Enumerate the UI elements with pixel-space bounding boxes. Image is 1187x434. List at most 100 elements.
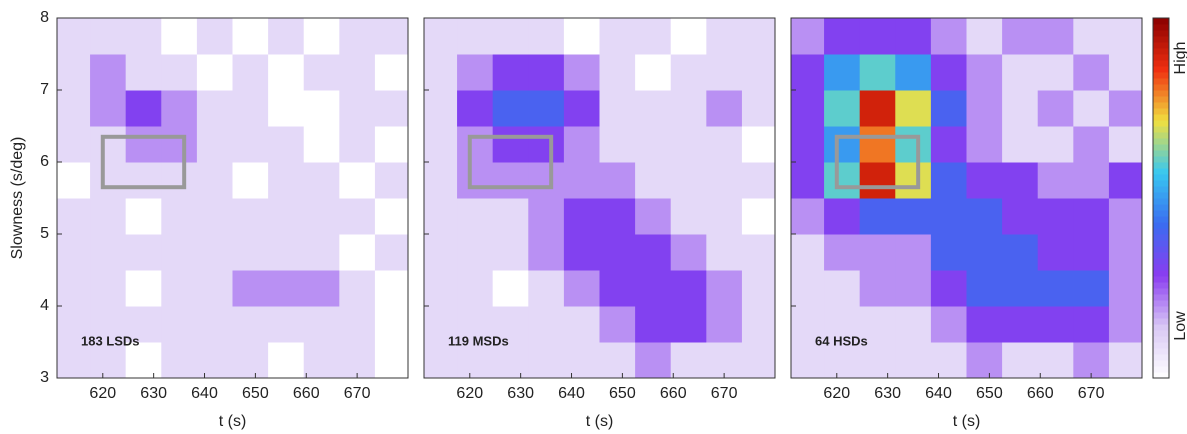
y-tick-label: 4	[40, 297, 49, 314]
heatmap-cell	[374, 54, 408, 91]
heatmap-cell	[563, 54, 600, 91]
heatmap-cell	[706, 126, 743, 163]
colorbar-swatch	[1153, 240, 1169, 247]
heatmap-cell	[57, 342, 91, 378]
heatmap-cell	[1073, 90, 1110, 127]
heatmap-cell	[528, 54, 565, 91]
heatmap-cell	[161, 54, 198, 91]
heatmap-cell	[966, 270, 1003, 307]
heatmap-cell	[492, 234, 529, 271]
heatmap-cell	[492, 18, 529, 55]
heatmap-cell	[1002, 198, 1039, 235]
heatmap-cell	[125, 270, 162, 307]
x-axis-label: t (s)	[586, 413, 614, 430]
heatmap-cell	[90, 270, 127, 307]
heatmap-cell	[966, 126, 1003, 163]
heatmap-cell	[161, 18, 198, 55]
colorbar-swatch	[1153, 258, 1169, 265]
heatmap-cell	[563, 198, 600, 235]
heatmap-cell	[90, 18, 127, 55]
heatmap-cell	[196, 126, 233, 163]
heatmap-cell	[457, 198, 494, 235]
heatmap-cell	[374, 270, 408, 307]
heatmap-cell	[791, 198, 825, 235]
colorbar-swatch	[1153, 330, 1169, 337]
heatmap-cell	[57, 162, 91, 199]
heatmap-cell	[930, 342, 967, 378]
heatmap-cell	[670, 162, 707, 199]
heatmap-cell	[895, 234, 932, 271]
heatmap-cell	[161, 90, 198, 127]
highlight-box	[467, 134, 554, 190]
heatmap-cell	[268, 18, 305, 55]
colorbar-swatch	[1153, 78, 1169, 85]
colorbar-swatch	[1153, 96, 1169, 103]
heatmap-cell	[930, 18, 967, 55]
heatmap-cell	[161, 342, 198, 378]
heatmap-cell	[196, 234, 233, 271]
heatmap-cell	[859, 54, 896, 91]
heatmap-cell	[374, 198, 408, 235]
x-tick-label: 620	[89, 385, 116, 402]
heatmap-cell	[1037, 198, 1074, 235]
heatmap-cell	[563, 162, 600, 199]
heatmap-cell	[232, 18, 269, 55]
heatmap-cell	[670, 306, 707, 343]
heatmap-cell	[895, 54, 932, 91]
heatmap-cell	[339, 126, 376, 163]
colorbar-high: High	[1172, 42, 1187, 75]
y-tick-label: 8	[40, 9, 49, 26]
heatmap-cell	[930, 234, 967, 271]
heatmap-cell	[599, 126, 636, 163]
heatmap-cell	[824, 198, 861, 235]
heatmap-cell	[303, 270, 340, 307]
heatmap-cell	[57, 270, 91, 307]
heatmap-cell	[966, 306, 1003, 343]
heatmap-cell	[457, 342, 494, 378]
heatmap-cell	[125, 18, 162, 55]
heatmap-cell	[930, 162, 967, 199]
heatmap-cell	[563, 18, 600, 55]
x-tick-label: 670	[711, 385, 738, 402]
heatmap-cell	[895, 270, 932, 307]
colorbar-swatch	[1153, 36, 1169, 43]
heatmap-cells	[424, 18, 775, 378]
heatmap-cell	[1108, 162, 1142, 199]
heatmap-cell	[492, 126, 529, 163]
heatmap-cell	[599, 54, 636, 91]
heatmap-cell	[90, 162, 127, 199]
heatmap-cell	[161, 270, 198, 307]
heatmap-cell	[635, 54, 672, 91]
heatmap-cell	[196, 162, 233, 199]
heatmap-cell	[1108, 198, 1142, 235]
heatmap-cell	[528, 306, 565, 343]
heatmap-cell	[563, 234, 600, 271]
heatmap-cell	[635, 126, 672, 163]
heatmap-cell	[424, 126, 458, 163]
heatmap-cell	[1073, 54, 1110, 91]
colorbar-swatch	[1153, 186, 1169, 193]
heatmap-cell	[966, 162, 1003, 199]
heatmap-cell	[1108, 270, 1142, 307]
heatmap-cell	[895, 162, 932, 199]
heatmap-cell	[90, 54, 127, 91]
heatmap-cell	[1037, 342, 1074, 378]
heatmap-cell	[1037, 270, 1074, 307]
heatmap-cell	[1108, 18, 1142, 55]
colorbar-swatch	[1153, 282, 1169, 289]
heatmap-cell	[824, 270, 861, 307]
colorbar-swatch	[1153, 120, 1169, 127]
heatmap-cell	[492, 90, 529, 127]
colorbar-swatch	[1153, 204, 1169, 211]
x-tick-label: 660	[293, 385, 320, 402]
heatmap-cell	[930, 306, 967, 343]
heatmap-cell	[125, 342, 162, 378]
colorbar-swatch	[1153, 300, 1169, 307]
heatmap-cell	[895, 18, 932, 55]
heatmap-cell	[824, 342, 861, 378]
heatmap-cell	[57, 306, 91, 343]
heatmap-cell	[791, 270, 825, 307]
heatmap-cell	[457, 90, 494, 127]
heatmap-cell	[528, 126, 565, 163]
